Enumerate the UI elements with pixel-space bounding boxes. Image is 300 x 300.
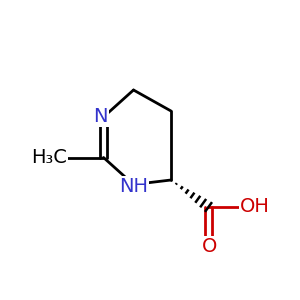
Text: NH: NH (119, 176, 148, 196)
Text: OH: OH (240, 197, 270, 217)
Text: O: O (202, 236, 218, 256)
Text: H₃C: H₃C (32, 148, 68, 167)
Text: N: N (93, 107, 108, 127)
